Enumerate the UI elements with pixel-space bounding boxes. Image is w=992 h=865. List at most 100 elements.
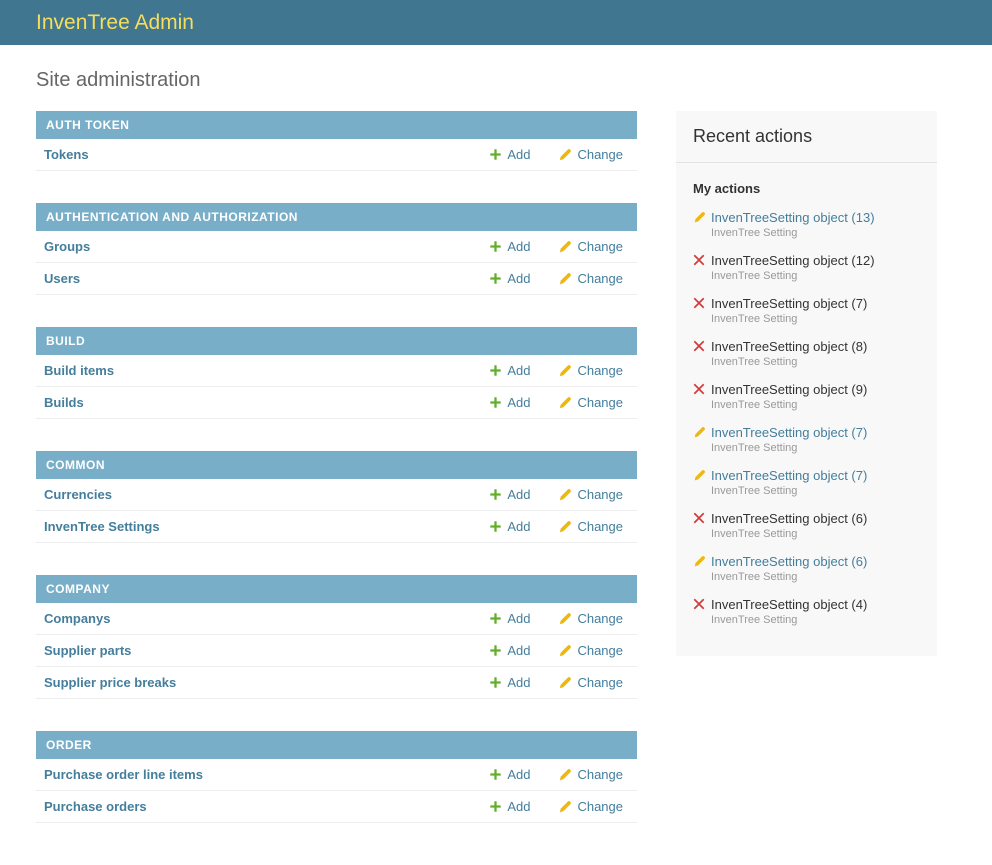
model-row: Tokens Add Change [36,139,637,171]
recent-action-item: InvenTreeSetting object (12) InvenTree S… [693,253,920,282]
change-link[interactable]: Change [558,363,623,378]
add-label: Add [507,519,531,534]
plus-icon [489,644,502,657]
recent-action-item: InvenTreeSetting object (8) InvenTree Se… [693,339,920,368]
change-link[interactable]: Change [558,611,623,626]
app-module: BUILD Build items Add Change Builds Add … [36,327,637,419]
row-links: Add Change [489,271,623,286]
recent-actions-panel: Recent actions My actions InvenTreeSetti… [676,111,937,656]
row-links: Add Change [489,767,623,782]
recent-action-item: InvenTreeSetting object (9) InvenTree Se… [693,382,920,411]
pencil-icon [558,148,572,162]
action-model-name: InvenTree Setting [711,528,798,540]
model-link[interactable]: Build items [44,363,115,378]
delete-cross-icon [693,598,705,613]
model-link[interactable]: Tokens [44,147,89,162]
change-link[interactable]: Change [558,395,623,410]
model-row: InvenTree Settings Add Change [36,511,637,543]
action-object-link[interactable]: InvenTreeSetting object (6) [711,554,868,569]
model-row: Builds Add Change [36,387,637,419]
app-module-caption[interactable]: AUTH TOKEN [36,111,637,139]
change-link[interactable]: Change [558,799,623,814]
pencil-icon [558,768,572,782]
plus-icon [489,520,502,533]
change-link[interactable]: Change [558,519,623,534]
add-link[interactable]: Add [489,519,530,534]
pencil-icon [558,520,572,534]
action-model-name: InvenTree Setting [711,270,798,282]
action-object-link[interactable]: InvenTreeSetting object (7) [711,468,868,483]
add-link[interactable]: Add [489,643,530,658]
pencil-icon [693,469,706,485]
model-link[interactable]: Companys [44,611,111,626]
add-link[interactable]: Add [489,271,530,286]
action-object-link[interactable]: InvenTreeSetting object (7) [711,425,868,440]
add-link[interactable]: Add [489,239,530,254]
module-list: AUTH TOKEN Tokens Add Change AUTHENTICAT… [36,111,637,855]
add-link[interactable]: Add [489,487,530,502]
app-module-caption[interactable]: ORDER [36,731,637,759]
add-link[interactable]: Add [489,395,530,410]
row-links: Add Change [489,675,623,690]
action-model-name: InvenTree Setting [711,399,798,411]
action-object-text: InvenTreeSetting object (8) [711,339,868,354]
change-link[interactable]: Change [558,271,623,286]
change-label: Change [577,767,623,782]
app-module-caption[interactable]: BUILD [36,327,637,355]
app-module: COMMON Currencies Add Change InvenTree S… [36,451,637,543]
model-row: Companys Add Change [36,603,637,635]
change-link[interactable]: Change [558,675,623,690]
app-module-caption[interactable]: COMMON [36,451,637,479]
pencil-icon [558,612,572,626]
model-row: Currencies Add Change [36,479,637,511]
change-link[interactable]: Change [558,643,623,658]
pencil-icon [558,488,572,502]
app-module: ORDER Purchase order line items Add Chan… [36,731,637,823]
app-module-caption[interactable]: COMPANY [36,575,637,603]
row-links: Add Change [489,611,623,626]
change-label: Change [577,487,623,502]
pencil-icon [558,396,572,410]
plus-icon [489,272,502,285]
change-label: Change [577,799,623,814]
add-link[interactable]: Add [489,767,530,782]
model-link[interactable]: InvenTree Settings [44,519,160,534]
model-link[interactable]: Purchase order line items [44,767,203,782]
recent-action-item: InvenTreeSetting object (7) InvenTree Se… [693,468,920,497]
change-label: Change [577,239,623,254]
page-title: Site administration [36,69,201,91]
action-object-text: InvenTreeSetting object (12) [711,253,875,268]
app-module-caption[interactable]: AUTHENTICATION AND AUTHORIZATION [36,203,637,231]
delete-cross-icon [693,512,705,527]
model-link[interactable]: Supplier parts [44,643,132,658]
model-row: Purchase orders Add Change [36,791,637,823]
plus-icon [489,800,502,813]
delete-cross-icon [693,340,705,355]
add-link[interactable]: Add [489,611,530,626]
add-link[interactable]: Add [489,147,530,162]
change-label: Change [577,395,623,410]
pencil-icon [558,800,572,814]
plus-icon [489,240,502,253]
plus-icon [489,612,502,625]
row-links: Add Change [489,395,623,410]
app-module: AUTH TOKEN Tokens Add Change [36,111,637,171]
add-link[interactable]: Add [489,799,530,814]
change-link[interactable]: Change [558,487,623,502]
pencil-icon [693,555,706,571]
row-links: Add Change [489,519,623,534]
change-link[interactable]: Change [558,767,623,782]
change-link[interactable]: Change [558,239,623,254]
action-object-link[interactable]: InvenTreeSetting object (13) [711,210,875,225]
add-link[interactable]: Add [489,675,530,690]
site-title-link[interactable]: InvenTree Admin [36,11,194,34]
model-link[interactable]: Currencies [44,487,112,502]
model-link[interactable]: Supplier price breaks [44,675,177,690]
add-link[interactable]: Add [489,363,530,378]
model-link[interactable]: Purchase orders [44,799,147,814]
model-link[interactable]: Builds [44,395,84,410]
model-link[interactable]: Users [44,271,81,286]
model-row: Groups Add Change [36,231,637,263]
change-link[interactable]: Change [558,147,623,162]
model-link[interactable]: Groups [44,239,91,254]
